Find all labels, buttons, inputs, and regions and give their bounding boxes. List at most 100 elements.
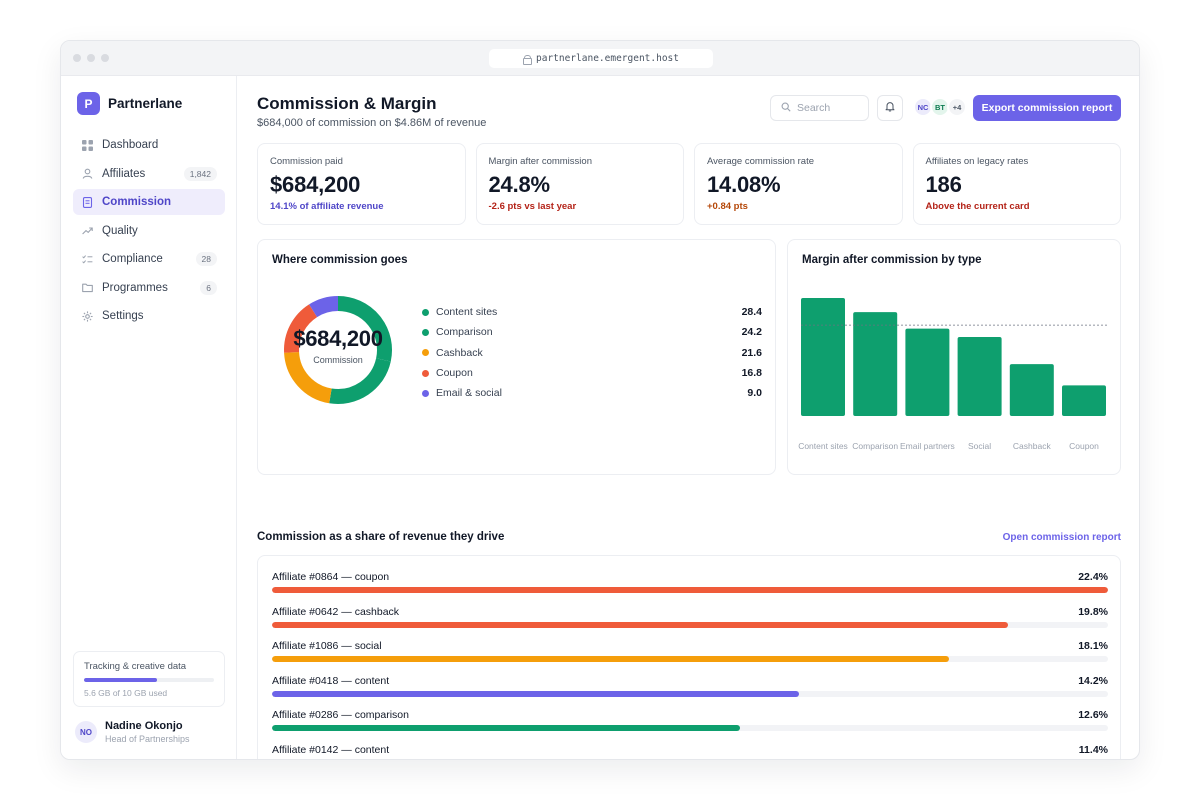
sidebar-item-compliance[interactable]: Compliance 28: [73, 246, 225, 272]
kpi-card-average-commission-rate: Average commission rate 14.08% +0.84 pts: [694, 143, 903, 225]
sidebar-item-affiliates[interactable]: Affiliates 1,842: [73, 161, 225, 187]
kpi-row: Commission paid $684,200 14.1% of affili…: [257, 143, 1121, 225]
brand[interactable]: P Partnerlane: [77, 92, 182, 115]
kpi-label: Affiliates on legacy rates: [925, 156, 1029, 167]
legend-swatch: [422, 308, 429, 316]
count-badge: 28: [195, 252, 217, 266]
legend-label: Content sites: [436, 306, 498, 319]
checklist-icon: [81, 253, 93, 265]
gear-icon: [81, 310, 93, 322]
sidebar-item-label: Quality: [102, 224, 138, 237]
bar-content-sites[interactable]: [801, 298, 845, 416]
share-bar-fill: [272, 656, 950, 662]
grid-icon: [81, 139, 93, 151]
bar-label: Coupon: [1069, 441, 1099, 451]
sidebar-item-programmes[interactable]: Programmes 6: [73, 275, 225, 301]
bar-comparison[interactable]: [853, 312, 898, 416]
sidebar-item-settings[interactable]: Settings: [73, 303, 225, 329]
legend-item: Cashback 21.6: [422, 343, 762, 363]
address-bar[interactable]: partnerlane.emergent.host: [489, 49, 713, 68]
bar-cashback[interactable]: [1009, 364, 1054, 416]
list-item[interactable]: Affiliate #0286 — comparison 12.6%: [272, 709, 1108, 739]
list-item[interactable]: Affiliate #0642 — cashback 19.8%: [272, 606, 1108, 636]
affiliate-name: Affiliate #0286 — comparison: [272, 709, 409, 721]
share-bar-fill: [272, 760, 698, 761]
sidebar-nav: Dashboard Affiliates 1,842 Commission Q: [73, 132, 225, 332]
donut-slice-cashback[interactable]: [284, 351, 333, 404]
search-input[interactable]: Search: [770, 95, 869, 121]
close-dot[interactable]: [73, 54, 81, 62]
share-bar-track: [272, 760, 1108, 761]
bar-label: Social: [968, 441, 992, 451]
donut-center-value: $684,200: [293, 326, 383, 351]
sidebar-item-dashboard[interactable]: Dashboard: [73, 132, 225, 158]
sidebar-item-label: Commission: [102, 196, 172, 208]
url-text: partnerlane.emergent.host: [536, 53, 679, 64]
open-commission-report-link[interactable]: Open commission report: [1002, 532, 1121, 543]
list-item[interactable]: Affiliate #0864 — coupon 22.4%: [272, 571, 1108, 601]
page-subtitle: $684,000 of commission on $4.86M of reve…: [257, 117, 487, 129]
legend-label: Coupon: [436, 367, 473, 380]
affiliate-share-value: 19.8%: [1078, 605, 1108, 618]
bar-email-partners[interactable]: [905, 328, 950, 416]
search-placeholder: Search: [797, 102, 831, 114]
notifications-button[interactable]: [877, 95, 903, 121]
donut-legend: Content sites 28.4 Comparison 24.2 Cashb…: [422, 302, 762, 403]
bar-coupon[interactable]: [1062, 385, 1106, 416]
export-commission-report-button[interactable]: Export commission report: [973, 95, 1121, 121]
kpi-note: -2.6 pts vs last year: [488, 201, 577, 212]
sidebar-item-label: Compliance: [102, 253, 163, 265]
storage-note: 5.6 GB of 10 GB used: [84, 688, 168, 698]
bar-social[interactable]: [957, 336, 1002, 416]
user-profile[interactable]: NO Nadine Okonjo Head of Partnerships: [75, 720, 190, 744]
donut-chart: [284, 296, 392, 404]
affiliate-name: Affiliate #0142 — content: [272, 743, 390, 756]
affiliate-name: Affiliate #0642 — cashback: [272, 605, 400, 618]
minimize-dot[interactable]: [87, 54, 95, 62]
collaborator-avatars[interactable]: NC BT +4: [913, 97, 967, 117]
bar-chart: [801, 298, 1108, 416]
sidebar-item-label: Programmes: [102, 281, 168, 294]
bar-label: Email partners: [899, 441, 955, 451]
bar-label: Content sites: [798, 441, 848, 451]
sidebar-item-commission[interactable]: Commission: [73, 189, 225, 215]
user-role: Head of Partnerships: [105, 734, 190, 744]
legend-value: 21.6: [741, 346, 762, 359]
maximize-dot[interactable]: [101, 54, 109, 62]
lock-icon: [523, 54, 532, 65]
brand-name: Partnerlane: [108, 96, 183, 111]
kpi-value: $684,200: [270, 172, 361, 197]
user-name: Nadine Okonjo: [105, 720, 183, 732]
main-content: Commission & Margin $684,000 of commissi…: [237, 76, 1139, 761]
share-bar-track: [272, 621, 1108, 628]
kpi-value: 24.8%: [488, 172, 551, 197]
affiliate-share-value: 12.6%: [1078, 709, 1108, 721]
margin-by-type-card: Margin after commission by type Content …: [787, 239, 1121, 475]
kpi-value: 186: [925, 172, 962, 197]
donut-slice-coupon[interactable]: [284, 304, 318, 353]
legend-swatch: [422, 328, 429, 336]
kpi-note: 14.1% of affiliate revenue: [270, 201, 384, 212]
donut-slice-content-sites[interactable]: [337, 296, 392, 362]
list-item[interactable]: Affiliate #1086 — social 18.1%: [272, 640, 1108, 670]
affiliate-share-value: 11.4%: [1078, 743, 1108, 756]
share-bar-fill: [272, 690, 799, 697]
storage-title: Tracking & creative data: [84, 661, 187, 672]
donut-slice-email-social[interactable]: [309, 296, 339, 318]
kpi-value: 14.08%: [707, 172, 781, 197]
donut-slice-comparison[interactable]: [329, 357, 391, 404]
trend-icon: [81, 225, 93, 237]
search-icon: [781, 102, 791, 115]
list-item[interactable]: Affiliate #0418 — content 14.2%: [272, 675, 1108, 705]
legend-label: Email & social: [436, 387, 502, 400]
donut-center-caption: Commission: [313, 355, 363, 365]
affiliate-share-value: 14.2%: [1078, 674, 1108, 687]
share-bar-track: [272, 690, 1108, 697]
count-badge: 6: [200, 280, 217, 295]
storage-card: Tracking & creative data 5.6 GB of 10 GB…: [73, 651, 225, 707]
share-bar-track: [272, 656, 1108, 662]
section-title: Commission as a share of revenue they dr…: [257, 531, 505, 543]
commission-split-card: Where commission goes $684,200 Commissio…: [257, 239, 776, 475]
list-item[interactable]: Affiliate #0142 — content 11.4%: [272, 743, 1108, 761]
sidebar-item-quality[interactable]: Quality: [73, 218, 225, 244]
